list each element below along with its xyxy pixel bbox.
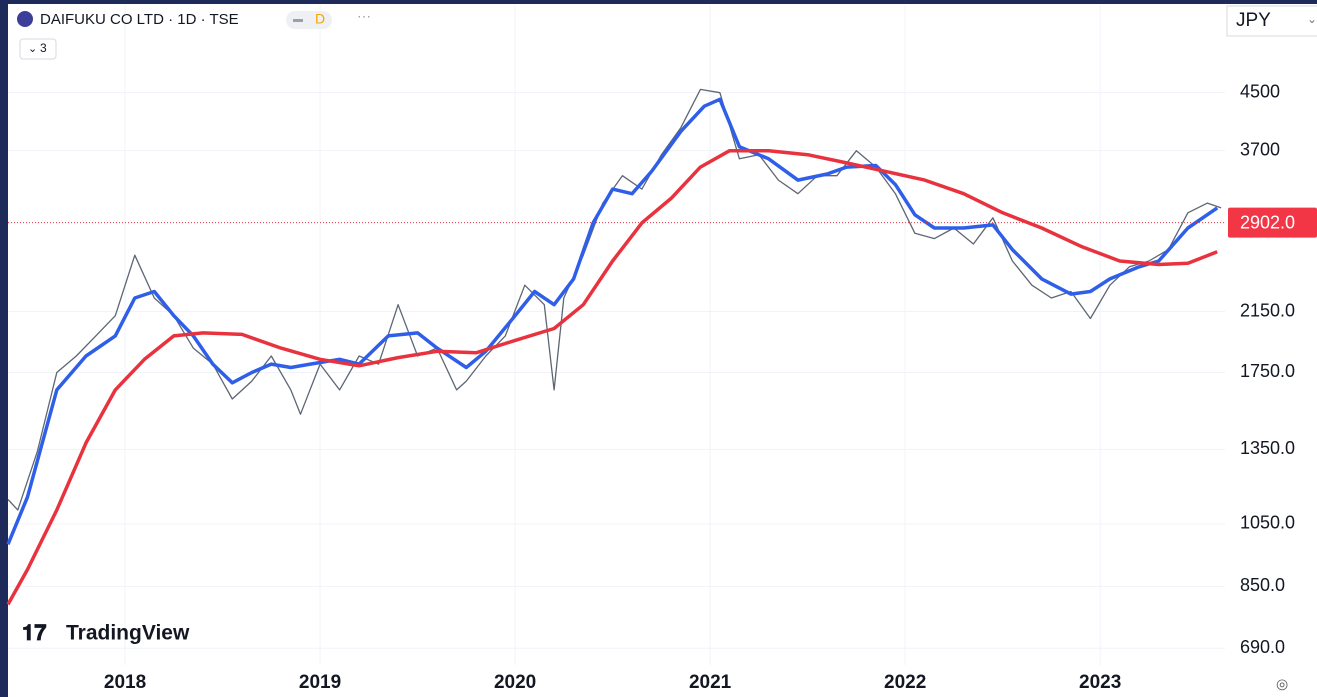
y-tick-label: 1350.0 [1240,438,1295,458]
indicator-chevron: ⌄ [28,43,37,55]
currency-chevron: ⌄ [1307,12,1317,26]
x-tick-label: 2023 [1079,672,1121,693]
y-tick-label: 3700 [1240,139,1280,159]
last-price-box [1228,207,1317,238]
watermark: TradingView [66,622,190,645]
y-tick-label: 690.0 [1240,637,1285,657]
currency-box[interactable] [1226,5,1317,37]
interval-badge: D [315,11,325,27]
interval-pill[interactable] [286,11,332,29]
x-tick-label: 2022 [884,672,926,693]
settings-icon[interactable]: ◎ [1276,676,1288,692]
frame-top [0,0,1317,4]
y-tick-label: 1750.0 [1240,361,1295,381]
x-tick-label: 2018 [104,672,146,693]
symbol-title: DAIFUKU CO LTD · 1D · TSE [40,11,239,28]
x-tick-label: 2021 [689,672,732,693]
more-dots[interactable]: ··· [357,8,371,24]
last-price-label: 2902.0 [1240,212,1295,232]
x-tick-label: 2020 [494,672,536,693]
y-tick-label: 2150.0 [1240,300,1295,320]
interval-dash [293,19,303,22]
currency: JPY [1236,10,1271,31]
grid [8,5,1225,665]
y-tick-label: 4500 [1240,81,1280,101]
indicator-toggle[interactable] [19,38,57,60]
symbol-logo [17,11,33,27]
frame-left [0,0,8,697]
indicator-count: 3 [40,41,47,55]
tv-logo-mark: 𝟏𝟕 [22,620,47,645]
y-tick-label: 850.0 [1240,575,1285,595]
series-line [6,148,1218,606]
y-tick-label: 1050.0 [1240,513,1295,533]
x-tick-label: 2019 [299,672,341,693]
